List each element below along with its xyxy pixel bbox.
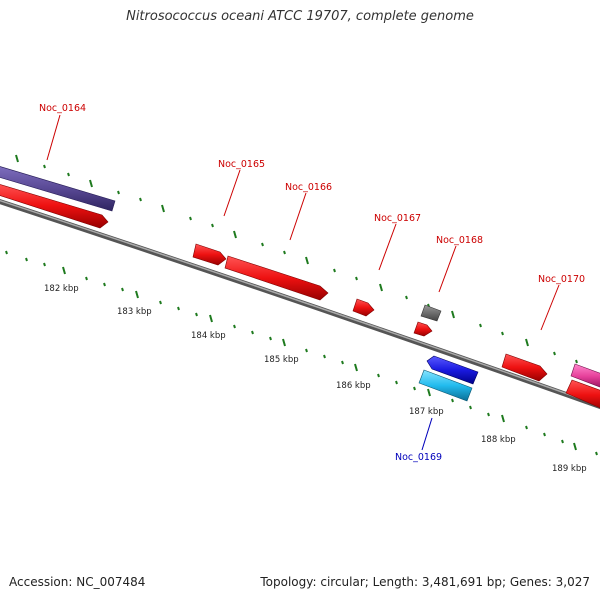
gene-feature-red-right[interactable] — [565, 379, 600, 410]
kbp-label-187: 187 kbp — [409, 407, 444, 417]
gene-feature-magenta[interactable] — [570, 363, 600, 389]
label-leader-lines — [46, 114, 560, 451]
gene-feature-noc-0168-grey[interactable] — [420, 304, 442, 322]
gene-feature-noc-0166[interactable] — [224, 255, 329, 301]
kbp-label-185: 185 kbp — [264, 355, 299, 365]
accession-text: Accession: NC_007484 — [9, 575, 146, 589]
gene-feature-noc-0165[interactable] — [192, 243, 227, 266]
gene-label-noc-0168[interactable]: Noc_0168 — [436, 235, 483, 246]
gene-labels: Noc_0164 Noc_0165 Noc_0166 Noc_0167 Noc_… — [39, 103, 585, 463]
gene-feature-red-left[interactable] — [0, 183, 109, 229]
kbp-label-189: 189 kbp — [552, 464, 587, 474]
gene-feature-noc-0170[interactable] — [501, 353, 548, 382]
gene-label-noc-0165[interactable]: Noc_0165 — [218, 159, 265, 170]
upper-tick-row — [15, 154, 578, 364]
gene-label-noc-0166[interactable]: Noc_0166 — [285, 182, 332, 193]
kbp-label-182: 182 kbp — [44, 284, 79, 294]
gene-label-noc-0169[interactable]: Noc_0169 — [395, 452, 442, 463]
gene-label-noc-0167[interactable]: Noc_0167 — [374, 213, 421, 224]
kbp-label-186: 186 kbp — [336, 381, 371, 391]
gene-feature-purple[interactable] — [0, 165, 116, 212]
gene-label-noc-0170[interactable]: Noc_0170 — [538, 274, 585, 285]
kbp-label-184: 184 kbp — [191, 331, 226, 341]
gene-features — [0, 165, 600, 410]
kbp-label-183: 183 kbp — [117, 307, 152, 317]
genome-summary-text: Topology: circular; Length: 3,481,691 bp… — [260, 575, 590, 589]
gene-label-noc-0164[interactable]: Noc_0164 — [39, 103, 86, 114]
kbp-labels: 182 kbp 183 kbp 184 kbp 185 kbp 186 kbp … — [44, 284, 587, 474]
gene-feature-noc-0169[interactable] — [418, 369, 473, 402]
gene-feature-noc-0168-red[interactable] — [413, 321, 433, 337]
genome-backbone — [0, 199, 600, 410]
lower-tick-row — [5, 250, 598, 456]
gene-feature-noc-0167[interactable] — [352, 298, 375, 317]
map-title: Nitrosococcus oceani ATCC 19707, complet… — [126, 9, 474, 24]
kbp-label-188: 188 kbp — [481, 435, 516, 445]
gene-feature-blue[interactable] — [426, 355, 479, 385]
